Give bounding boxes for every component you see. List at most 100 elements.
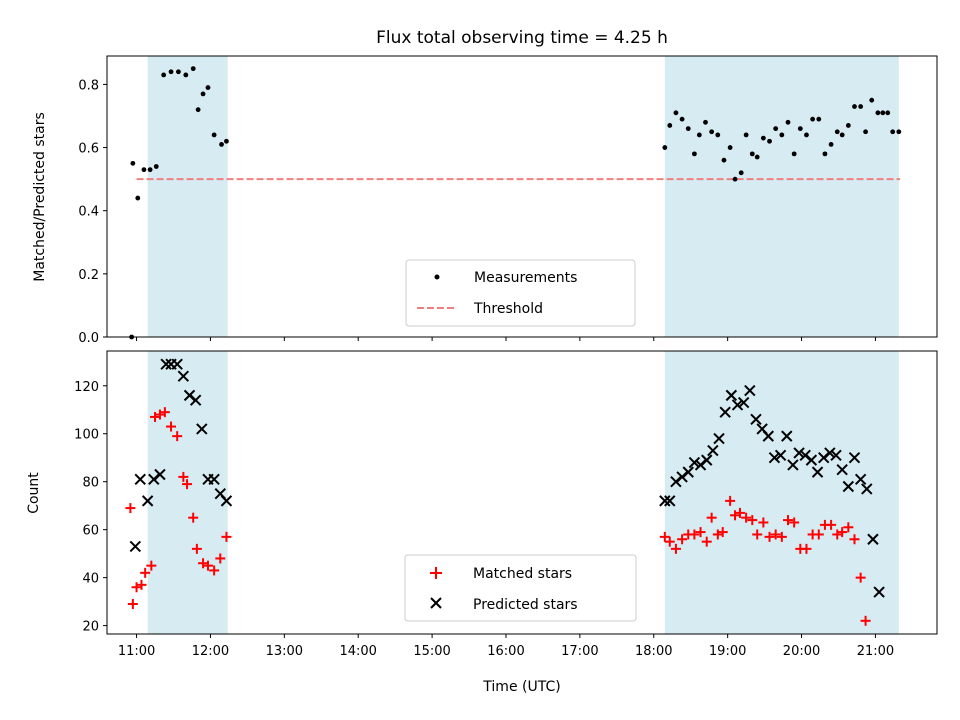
predicted-star-point (793, 447, 805, 459)
matched-star-point (188, 512, 199, 523)
measurement-point (822, 151, 828, 157)
predicted-star-point (836, 464, 848, 476)
matched-star-point (776, 531, 787, 542)
x-tick-label: 16:00 (487, 644, 524, 659)
matched-star-point (789, 517, 800, 528)
measurement-point (692, 151, 697, 157)
x-tick-label: 19:00 (709, 644, 746, 659)
matched-star-point (855, 572, 866, 583)
matched-star-point (813, 529, 824, 540)
x-tick-label: 21:00 (857, 644, 894, 659)
measurement-point (153, 164, 159, 169)
legend-top-box (405, 259, 636, 327)
legend-marker-measurements (434, 274, 440, 280)
measurement-point (673, 110, 679, 116)
predicted-star-point (707, 444, 719, 457)
predicted-star-point (129, 540, 142, 553)
y-ratio-tick-label: 0.2 (78, 268, 99, 283)
measurement-point (749, 151, 755, 157)
predicted-star-point (781, 430, 793, 442)
measurement-point (211, 132, 217, 138)
x-tick-label: 17:00 (561, 644, 598, 659)
x-tick-label: 13:00 (266, 644, 303, 659)
predicted-star-point (141, 495, 154, 507)
matched-star-point (677, 534, 688, 545)
matched-star-point (843, 522, 854, 533)
measurement-point (785, 119, 791, 125)
x-tick-label: 15:00 (413, 644, 450, 659)
matched-star-point (706, 512, 717, 523)
measurement-point (779, 132, 785, 138)
predicted-star-point (664, 495, 676, 507)
count-panel-frame (106, 350, 938, 635)
measurement-point (754, 154, 760, 160)
observing-window-1 (147, 56, 228, 337)
legend-label-matched: Matched stars (473, 566, 572, 582)
matched-star-point (659, 531, 670, 542)
predicted-star-point (154, 468, 166, 481)
measurement-point (168, 69, 174, 75)
matched-star-point (725, 495, 736, 506)
measurement-point (773, 126, 779, 132)
measurement-point (858, 104, 864, 109)
x-tick-label: 18:00 (635, 644, 672, 659)
measurement-point (727, 145, 733, 150)
matched-star-point (146, 560, 157, 571)
predicted-star-point (134, 473, 146, 486)
ratio-panel: 0.00.20.40.60.8 Matched/Predicted stars … (32, 55, 938, 346)
measurement-point (130, 160, 136, 166)
y-axis-label-count: Count (26, 472, 42, 514)
matched-star-point (764, 531, 775, 542)
y-count-tick-label: 60 (82, 524, 99, 539)
matched-star-point (159, 407, 170, 418)
measurement-point (721, 157, 727, 163)
y-axis-count: 20 40 60 80 100 120 (74, 380, 107, 635)
measurement-point (200, 91, 206, 97)
matched-star-point (770, 529, 781, 540)
measurement-point (845, 123, 851, 128)
matched-star-point (202, 560, 213, 571)
matched-stars-series (125, 407, 871, 626)
matched-star-point (860, 615, 871, 626)
measurement-point (667, 123, 673, 128)
measurement-point (195, 107, 201, 113)
measurement-point (135, 195, 141, 201)
matched-star-point (741, 512, 752, 523)
measurement-point (797, 126, 803, 132)
measurement-point (685, 126, 691, 132)
predicted-star-point (177, 370, 190, 382)
y-ratio-tick-label: 0.6 (78, 142, 99, 157)
measurement-point (190, 66, 196, 72)
observing-window-2 (664, 351, 899, 634)
matched-star-point (136, 579, 147, 590)
measurement-point (141, 167, 147, 173)
legend-bottom: Matched stars Predicted stars (404, 554, 637, 622)
legend-bottom-box (404, 554, 637, 622)
measurement-point (219, 142, 224, 147)
x-axis-label: Time (UTC) (482, 679, 560, 695)
predicted-star-point (873, 586, 885, 598)
predicted-star-point (701, 454, 713, 466)
predicted-star-point (842, 480, 855, 493)
matched-star-point (172, 431, 183, 442)
ratio-panel-frame (106, 55, 938, 338)
matched-star-point (701, 536, 712, 547)
predicted-star-point (725, 389, 738, 402)
measurement-point (679, 116, 685, 122)
measurement-point (828, 142, 834, 147)
predicted-star-point (659, 495, 671, 507)
predicted-star-point (171, 358, 183, 370)
measurement-point (183, 72, 189, 78)
y-axis-ratio: 0.0 0.2 0.4 0.6 0.8 (78, 78, 107, 346)
measurement-point (869, 97, 875, 103)
measurement-point (703, 119, 708, 125)
legend-marker-predicted (430, 597, 442, 609)
y-count-tick-label: 40 (82, 572, 99, 587)
measurement-point (205, 85, 211, 90)
x-axis-ticks-top (136, 337, 876, 341)
observing-windows-top (147, 56, 899, 337)
measurement-point (715, 132, 721, 138)
x-tick-label: 14:00 (339, 644, 376, 659)
measurement-point (743, 132, 749, 138)
measurement-point (662, 145, 668, 150)
